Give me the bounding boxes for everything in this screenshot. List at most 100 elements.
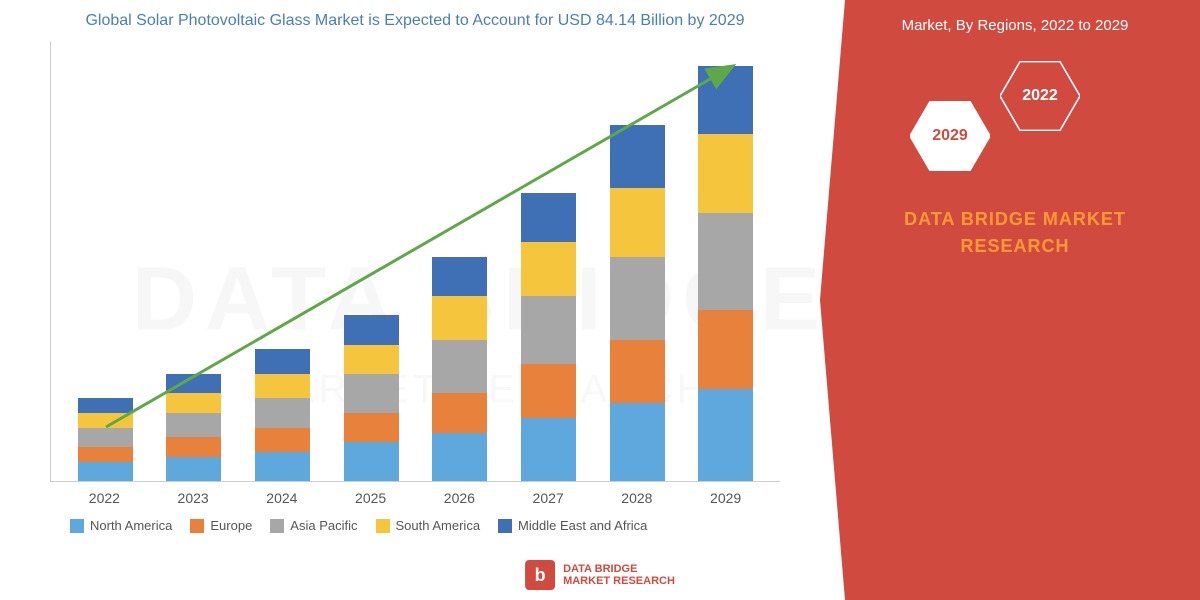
hexagon-2022-label: 2022	[1022, 87, 1058, 105]
bar-stack	[698, 66, 753, 482]
bar-segment	[255, 452, 310, 481]
hexagon-group: 2029 2022	[890, 56, 1170, 176]
bar-stack	[166, 374, 221, 482]
x-axis-label: 2022	[74, 490, 134, 506]
bar-segment	[610, 257, 665, 340]
bar-segment	[698, 389, 753, 482]
main-container: Global Solar Photovoltaic Glass Market i…	[0, 0, 1200, 600]
legend-label: Middle East and Africa	[518, 518, 647, 533]
bar-segment	[610, 403, 665, 481]
footer-logo-text: DATA BRIDGE MARKET RESEARCH	[563, 563, 675, 587]
bar-segment	[432, 393, 487, 432]
bar-stack	[78, 398, 133, 481]
bar-column	[75, 398, 135, 481]
bar-segment	[344, 442, 399, 481]
legend-swatch	[70, 519, 84, 533]
bar-segment	[610, 340, 665, 404]
x-axis-label: 2028	[607, 490, 667, 506]
chart-area: Global Solar Photovoltaic Glass Market i…	[0, 0, 800, 600]
bar-stack	[344, 315, 399, 481]
x-axis-label: 2027	[518, 490, 578, 506]
bar-segment	[255, 398, 310, 427]
bar-column	[253, 349, 313, 481]
bar-segment	[166, 457, 221, 481]
x-axis-label: 2026	[429, 490, 489, 506]
footer-logo: b DATA BRIDGE MARKET RESEARCH	[525, 560, 675, 590]
brand-text-line2: RESEARCH	[860, 233, 1170, 260]
x-axis-label: 2025	[341, 490, 401, 506]
legend-label: South America	[396, 518, 481, 533]
bar-segment	[255, 349, 310, 373]
bar-segment	[344, 345, 399, 374]
bar-segment	[166, 374, 221, 394]
bar-column	[430, 257, 490, 482]
brand-text: DATA BRIDGE MARKET RESEARCH	[860, 206, 1170, 260]
bar-column	[607, 125, 667, 482]
bar-segment	[521, 296, 576, 364]
bar-segment	[432, 257, 487, 296]
right-panel: Market, By Regions, 2022 to 2029 2029 20…	[800, 0, 1200, 600]
bar-segment	[344, 374, 399, 413]
bar-segment	[521, 193, 576, 242]
x-axis-label: 2023	[163, 490, 223, 506]
bar-column	[164, 374, 224, 482]
bar-segment	[166, 393, 221, 413]
bar-segment	[610, 188, 665, 256]
legend-label: Asia Pacific	[290, 518, 357, 533]
legend-swatch	[376, 519, 390, 533]
bar-segment	[78, 398, 133, 413]
right-panel-title: Market, By Regions, 2022 to 2029	[860, 15, 1170, 36]
legend-swatch	[270, 519, 284, 533]
legend-item: North America	[70, 518, 172, 533]
legend-swatch	[190, 519, 204, 533]
x-axis-label: 2029	[696, 490, 756, 506]
bar-segment	[610, 125, 665, 189]
bar-segment	[255, 374, 310, 398]
bar-segment	[166, 413, 221, 437]
bar-segment	[698, 134, 753, 212]
bar-segment	[255, 428, 310, 452]
footer-logo-icon: b	[525, 560, 555, 590]
bar-segment	[698, 66, 753, 134]
x-axis-labels: 2022 2023 2024 2025 2026 2027 2028 2029	[50, 482, 780, 506]
legend-item: Asia Pacific	[270, 518, 357, 533]
bar-segment	[432, 296, 487, 340]
legend-item: Europe	[190, 518, 252, 533]
bar-column	[518, 193, 578, 481]
bar-segment	[78, 447, 133, 462]
legend-label: Europe	[210, 518, 252, 533]
x-axis-label: 2024	[252, 490, 312, 506]
bar-stack	[432, 257, 487, 482]
bar-stack	[255, 349, 310, 481]
bar-column	[696, 66, 756, 482]
footer-logo-line1: DATA BRIDGE	[563, 563, 675, 575]
hexagon-2029-label: 2029	[932, 127, 968, 145]
legend-swatch	[498, 519, 512, 533]
bar-segment	[432, 433, 487, 482]
legend-label: North America	[90, 518, 172, 533]
bar-segment	[698, 213, 753, 311]
bar-segment	[521, 418, 576, 482]
bar-segment	[521, 364, 576, 418]
bar-segment	[521, 242, 576, 296]
bar-segment	[78, 462, 133, 482]
legend-item: Middle East and Africa	[498, 518, 647, 533]
hexagon-2022: 2022	[1000, 61, 1080, 131]
bars-wrapper	[51, 42, 780, 481]
bar-segment	[344, 315, 399, 344]
bar-segment	[344, 413, 399, 442]
bar-segment	[166, 437, 221, 457]
chart-container	[50, 42, 780, 482]
right-panel-content: Market, By Regions, 2022 to 2029 2029 20…	[800, 0, 1200, 275]
bar-segment	[78, 413, 133, 428]
brand-text-line1: DATA BRIDGE MARKET	[860, 206, 1170, 233]
bar-segment	[78, 428, 133, 448]
bar-column	[341, 315, 401, 481]
legend: North America Europe Asia Pacific South Ame…	[50, 518, 780, 533]
bar-stack	[610, 125, 665, 482]
bar-segment	[432, 340, 487, 394]
footer-logo-line2: MARKET RESEARCH	[563, 575, 675, 587]
hexagon-2029: 2029	[910, 101, 990, 171]
bar-segment	[698, 310, 753, 388]
chart-title: Global Solar Photovoltaic Glass Market i…	[50, 10, 780, 32]
